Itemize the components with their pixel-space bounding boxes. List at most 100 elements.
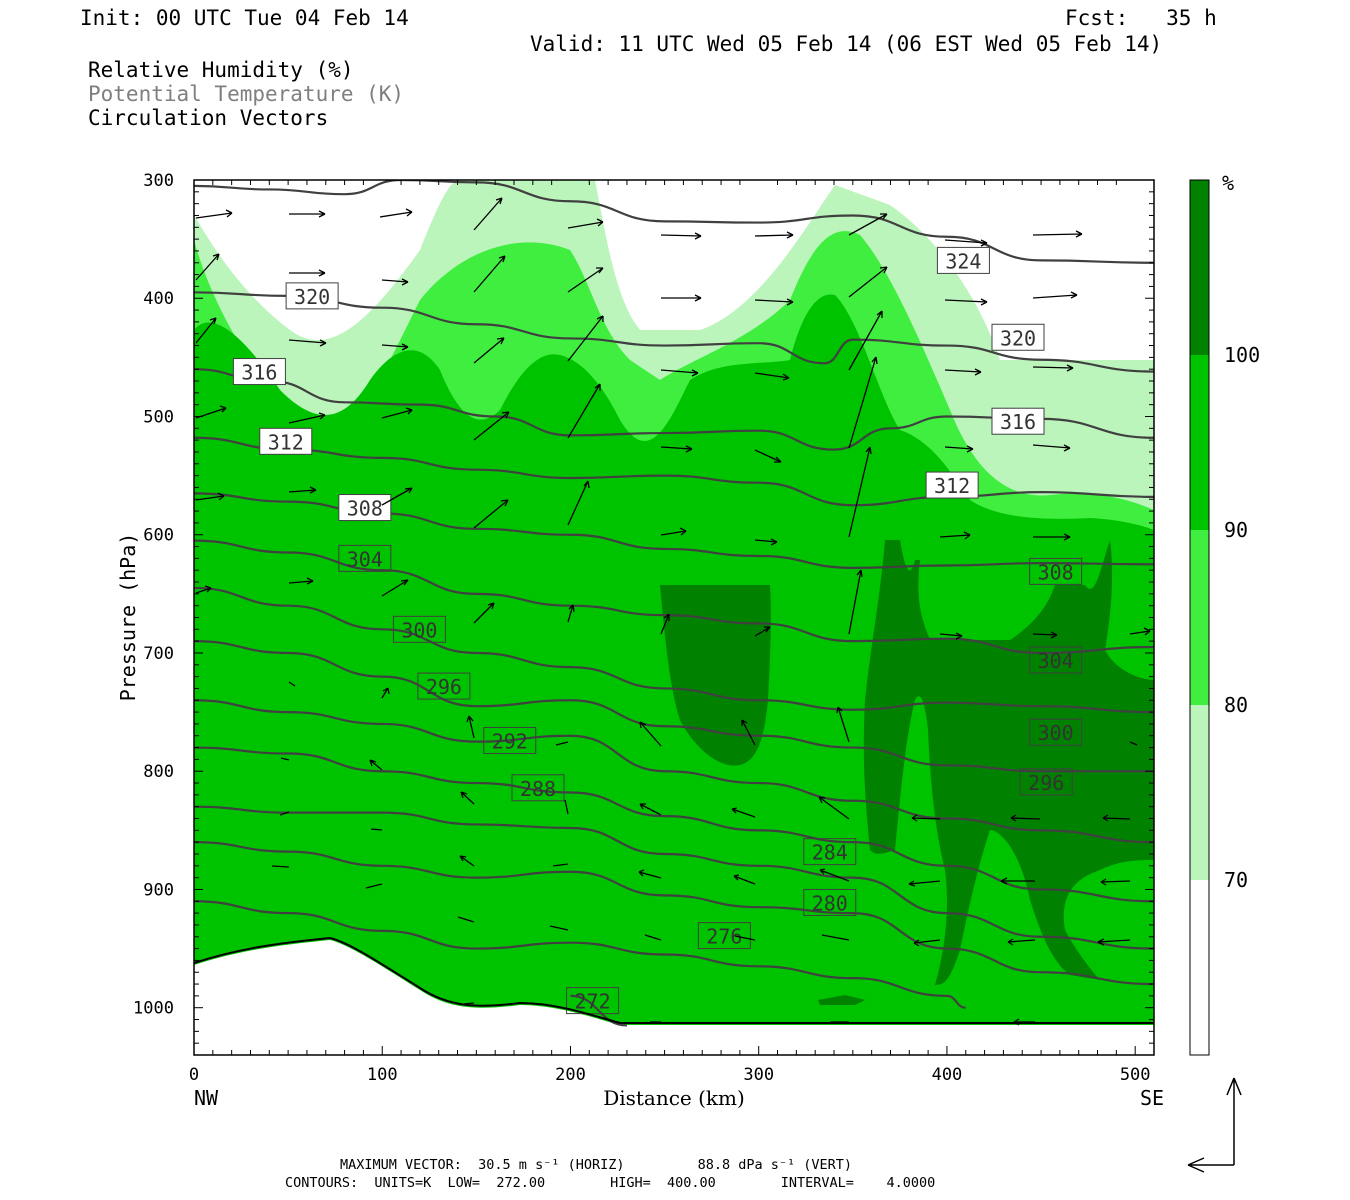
vector-arrow (279, 811, 290, 816)
forecast-hour: Fcst: 35 h (1065, 6, 1217, 30)
vector-arrow (1032, 631, 1058, 639)
vector-arrow (567, 383, 601, 439)
contour-label-box (803, 838, 857, 866)
vector-arrow (939, 531, 971, 540)
rh-shading (194, 180, 1154, 1055)
vector-arrow (639, 721, 662, 747)
vector-arrow (466, 715, 475, 739)
vector-arrow (381, 278, 409, 286)
y-tick-label: 400 (143, 289, 174, 309)
contour-label-text: 304 (1038, 649, 1074, 673)
vector-arrow (549, 925, 569, 931)
vector-arrow (370, 828, 383, 831)
contour-label-box (1019, 768, 1073, 796)
vector-arrow (288, 339, 327, 347)
contour-label-284: 284 (803, 838, 857, 866)
contour-label-320: 320 (991, 323, 1045, 351)
contour-label-304: 304 (338, 544, 392, 572)
vector-arrow (660, 232, 702, 240)
contour-label-272: 272 (566, 987, 620, 1015)
contour-label-box (232, 358, 286, 386)
theta-contour-296 (194, 640, 1154, 773)
vector-arrow (944, 368, 982, 376)
colorbar-level-100: 100 (1224, 343, 1260, 367)
x-tick-label: 100 (367, 1065, 398, 1085)
vector-arrow (848, 213, 888, 236)
colorbar-level-80: 80 (1224, 693, 1248, 717)
contour-label-box (991, 407, 1045, 435)
vector-arrow (473, 337, 505, 364)
contour-label-300: 300 (1029, 718, 1083, 746)
vector-arrow (1102, 814, 1131, 822)
vector-arrow (819, 868, 850, 882)
contour-label-text: 316 (241, 361, 277, 385)
vector-arrow (289, 210, 326, 218)
vector-arrow (1000, 877, 1035, 885)
contour-label-280: 280 (803, 888, 857, 916)
theta-contour-288 (194, 746, 1154, 903)
colorbar-unit: % (1222, 171, 1234, 195)
contour-label-box (511, 774, 565, 802)
vector-arrow (381, 487, 413, 506)
vector-arrow (564, 799, 569, 815)
vector-arrow (1007, 938, 1036, 946)
contour-label-text: 324 (945, 249, 981, 273)
vector-arrow (1010, 814, 1041, 822)
contour-label-312: 312 (259, 427, 313, 455)
contour-label-text: 312 (934, 474, 970, 498)
vector-arrow (944, 298, 988, 306)
colorbar-band-100 (1190, 180, 1209, 355)
contour-label-324: 324 (936, 246, 990, 274)
vector-arrow (195, 317, 217, 344)
contour-label-text: 296 (426, 675, 462, 699)
vector-arrow (1033, 533, 1071, 541)
theta-contour-284 (194, 805, 1154, 950)
theta-contour-324 (194, 180, 1154, 264)
y-tick-label: 300 (143, 171, 174, 191)
contour-label-text: 312 (268, 430, 304, 454)
vector-arrow (473, 499, 509, 529)
init-time: Init: 00 UTC Tue 04 Feb 14 (80, 6, 409, 30)
vector-arrow (195, 492, 225, 501)
rh-fill-100-c (818, 995, 865, 1005)
vector-arrow (848, 356, 878, 449)
contour-label-300: 300 (392, 615, 446, 643)
x-tick-label: 0 (189, 1065, 199, 1085)
vector-arrow (660, 613, 670, 635)
contour-label-box (1029, 557, 1083, 585)
y-tick-label: 500 (143, 407, 174, 427)
colorbar-level-90: 90 (1224, 518, 1248, 542)
vector-arrow (381, 407, 413, 419)
contour-label-296: 296 (1019, 768, 1073, 796)
contour-label-text: 300 (1038, 721, 1074, 745)
vector-arrow (911, 814, 941, 822)
vector-arrow (195, 585, 212, 594)
contour-label-text: 316 (1000, 410, 1036, 434)
terrain-mask (194, 940, 1154, 1055)
contour-label-text: 320 (1000, 326, 1036, 350)
vector-arrow (457, 916, 475, 923)
theta-contour-316 (194, 368, 1154, 451)
theta-contour-292 (194, 699, 1154, 844)
contour-label-308: 308 (1029, 557, 1083, 585)
x-tick-label: 300 (743, 1065, 774, 1085)
vector-arrow (195, 253, 220, 281)
contour-label-308: 308 (338, 494, 392, 522)
axis-ticks: 0 100 200 300 400 500 300 400 500 600 700 800 900 100… (133, 171, 1154, 1085)
vector-arrow (1100, 878, 1131, 886)
y-tick-label: 700 (143, 644, 174, 664)
vector-arrow (639, 803, 662, 816)
contour-label-316: 316 (991, 407, 1045, 435)
vector-arrow (660, 527, 687, 536)
contour-label-304: 304 (1029, 646, 1083, 674)
contour-label-text: 320 (294, 285, 330, 309)
vector-arrow (660, 445, 693, 453)
contour-label-316: 316 (232, 358, 286, 386)
contour-label-text: 292 (492, 729, 528, 753)
vector-arrow (369, 759, 383, 771)
vector-arrow (754, 626, 771, 637)
valid-time: Valid: 11 UTC Wed 05 Feb 14 (06 EST Wed … (530, 32, 1163, 56)
vector-arrow (473, 197, 503, 231)
vector-arrow (195, 209, 233, 219)
vector-arrow (1032, 444, 1071, 452)
